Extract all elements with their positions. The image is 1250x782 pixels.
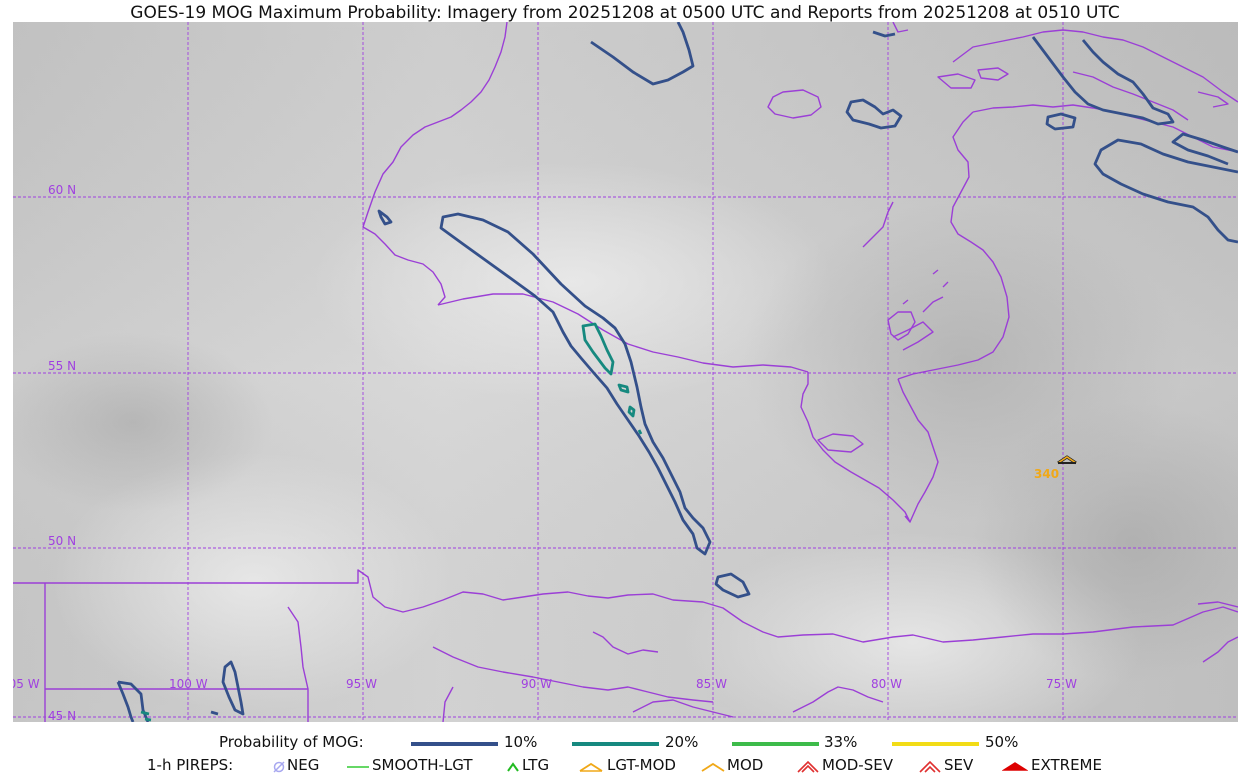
filled-hat-icon: [1002, 762, 1028, 771]
legend-label-33: 33%: [824, 733, 858, 751]
lon-label-85: 85 W: [696, 677, 727, 691]
lon-label-75: 75 W: [1046, 677, 1077, 691]
pirep-label-smooth-lgt: SMOOTH-LGT: [372, 756, 473, 774]
pirep-label-lgt-mod: LGT-MOD: [607, 756, 676, 774]
pirep-label-mod: MOD: [727, 756, 764, 774]
probability-legend-title: Probability of MOG:: [219, 733, 364, 751]
lon-label-80: 80 W: [871, 677, 902, 691]
lon-label-95: 95 W: [346, 677, 377, 691]
pirep-label-ltg: LTG: [522, 756, 550, 774]
hat-icon: [701, 762, 725, 772]
pirep-legend: 1-h PIREPS: NEG SMOOTH-LGT LTG LGT-MOD M…: [0, 756, 1250, 778]
lon-label-90: 90 W: [521, 677, 552, 691]
contour-20-percent: [140, 322, 643, 722]
double-hat-icon: [919, 760, 941, 773]
hat-icon: [579, 762, 603, 772]
pirep-label-mod-sev: MOD-SEV: [822, 756, 893, 774]
pirep-label-neg: NEG: [287, 756, 320, 774]
legend-swatch-33: [732, 742, 819, 746]
neg-icon: [273, 761, 285, 773]
double-hat-icon: [797, 760, 819, 773]
map-svg: 60 N 55 N 50 N 45 N 105 W 100 W 95 W 90 …: [13, 22, 1238, 722]
legend-swatch-10: [411, 742, 498, 746]
pirep-mod-marker[interactable]: 340: [1034, 455, 1077, 481]
coastlines: [13, 22, 1238, 722]
graticule: [13, 22, 1238, 722]
lat-label-50: 50 N: [48, 534, 76, 548]
map-title: GOES-19 MOG Maximum Probability: Imagery…: [130, 3, 1120, 23]
lat-label-45: 45 N: [48, 709, 76, 722]
pirep-legend-title: 1-h PIREPS:: [147, 756, 234, 774]
lon-label-100: 100 W: [169, 677, 208, 691]
line-icon: [347, 766, 369, 768]
pirep-altitude-label: 340: [1034, 467, 1059, 481]
legend-label-50: 50%: [985, 733, 1019, 751]
legend-swatch-50: [892, 742, 979, 746]
lat-label-55: 55 N: [48, 359, 76, 373]
pirep-label-sev: SEV: [944, 756, 974, 774]
caret-icon: [507, 762, 519, 772]
probability-legend: Probability of MOG: 10% 20% 33% 50%: [0, 733, 1250, 755]
legend-swatch-20: [572, 742, 659, 746]
lat-label-60: 60 N: [48, 183, 76, 197]
legend-label-10: 10%: [504, 733, 538, 751]
lon-label-105: 105 W: [13, 677, 40, 691]
legend-label-20: 20%: [665, 733, 699, 751]
satellite-map: 60 N 55 N 50 N 45 N 105 W 100 W 95 W 90 …: [13, 22, 1238, 722]
pirep-label-extreme: EXTREME: [1031, 756, 1102, 774]
contour-10-percent: [116, 22, 1238, 722]
